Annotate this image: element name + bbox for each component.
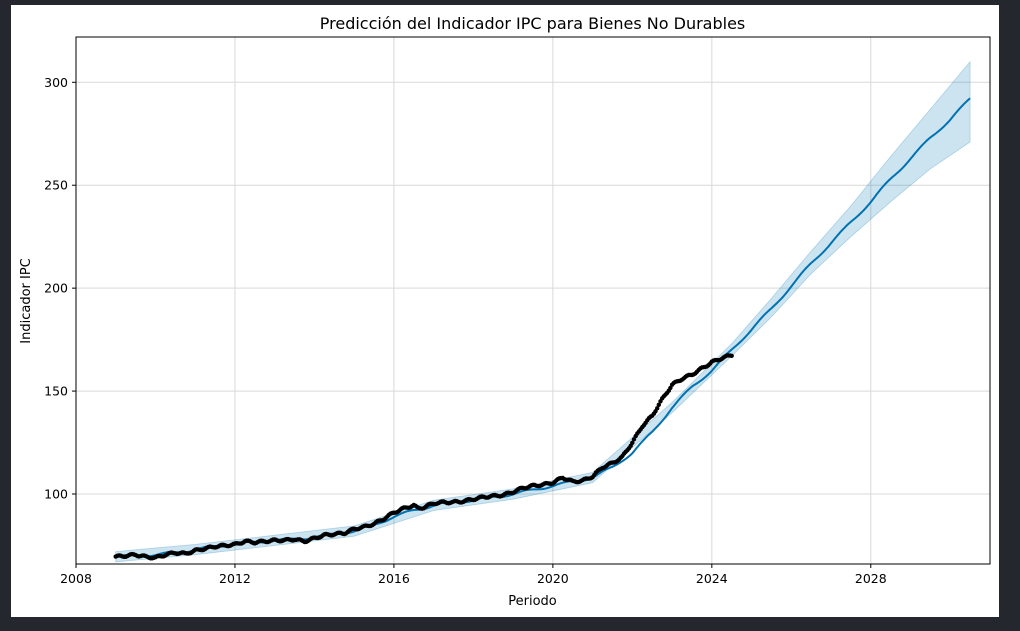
x-tick-label: 2012 bbox=[219, 571, 251, 586]
x-tick-label: 2028 bbox=[855, 571, 887, 586]
forecast-chart: Predicción del Indicador IPC para Bienes… bbox=[19, 14, 991, 609]
observed-points bbox=[113, 353, 734, 561]
x-tick-label: 2008 bbox=[60, 571, 92, 586]
observed-point bbox=[655, 406, 660, 411]
x-tick-label: 2024 bbox=[696, 571, 728, 586]
chart-figure: Predicción del Indicador IPC para Bienes… bbox=[11, 5, 999, 617]
y-tick-label: 300 bbox=[44, 75, 68, 90]
x-tick-label: 2020 bbox=[537, 571, 569, 586]
forecast-line bbox=[115, 97, 971, 559]
uncertainty-band bbox=[115, 60, 971, 563]
chart-title: Predicción del Indicador IPC para Bienes… bbox=[320, 14, 746, 33]
x-tick-label: 2016 bbox=[378, 571, 410, 586]
axis-ticks: 2008 2012 2016 2020 2024 2028 100 150 200 250 300 bbox=[44, 75, 887, 586]
y-tick-label: 200 bbox=[44, 281, 68, 296]
uncertainty-band-area bbox=[115, 60, 971, 563]
y-tick-label: 100 bbox=[44, 487, 68, 502]
observed-point bbox=[656, 402, 661, 407]
observed-point bbox=[729, 353, 734, 358]
observed-point bbox=[630, 440, 635, 445]
gridlines bbox=[75, 37, 990, 564]
forecast-line-layer bbox=[115, 97, 971, 559]
y-axis-label: Indicador IPC bbox=[19, 258, 34, 343]
plot-frame bbox=[75, 36, 991, 565]
y-tick-label: 150 bbox=[44, 384, 68, 399]
y-tick-label: 250 bbox=[44, 178, 68, 193]
x-axis-label: Periodo bbox=[508, 594, 557, 609]
